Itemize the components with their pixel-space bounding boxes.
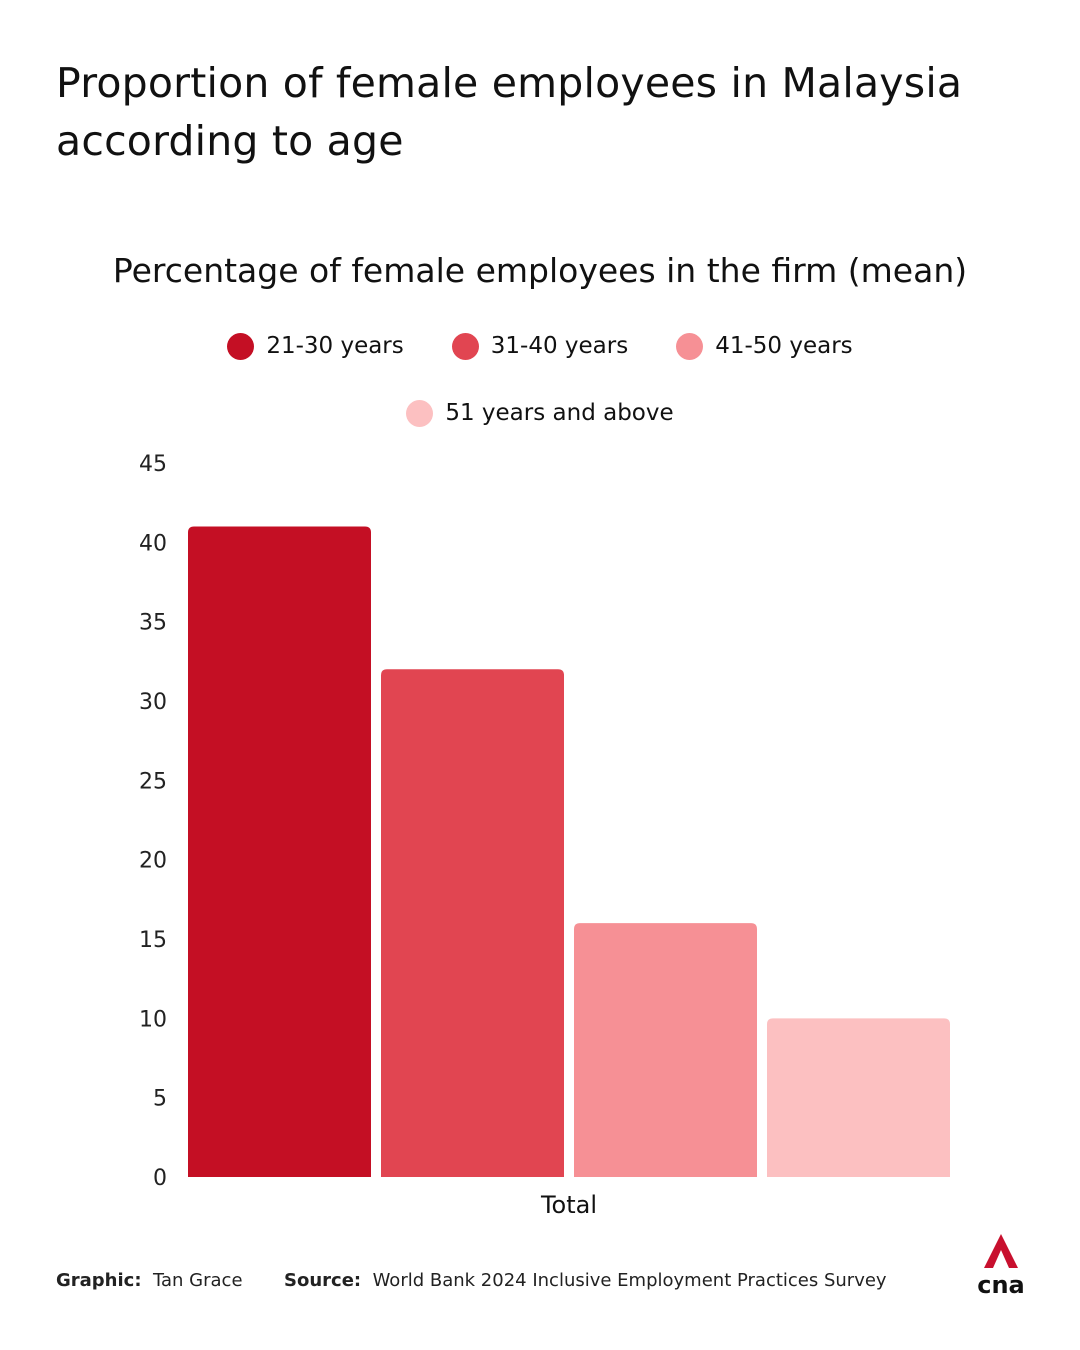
legend-item-21-30: 21-30 years <box>227 328 404 364</box>
y-tick-label: 20 <box>139 849 167 874</box>
legend-item-51-above: 51 years and above <box>406 395 674 431</box>
legend-label-41-50: 41-50 years <box>715 333 853 359</box>
legend-row-2: 51 years and above <box>0 395 1080 431</box>
bar-31-40-years <box>381 669 564 1177</box>
legend-label-51-above: 51 years and above <box>445 400 674 426</box>
legend-item-31-40: 31-40 years <box>451 328 629 364</box>
y-tick-label: 30 <box>139 690 167 715</box>
graphic-label: Graphic: <box>56 1270 142 1291</box>
legend-label-31-40: 31-40 years <box>490 333 629 359</box>
legend: 21-30 years 31-40 years 41-50 years <box>0 328 1080 364</box>
chart-subtitle: Percentage of female employees in the fi… <box>112 251 968 290</box>
cna-logo-icon: cna <box>974 1232 1028 1299</box>
legend-label-21-30: 21-30 years <box>266 333 404 359</box>
logo-text: cna <box>977 1271 1025 1296</box>
legend-swatch-31-40 <box>451 332 479 360</box>
bar-21-30-years <box>188 526 371 1177</box>
y-tick-label: 10 <box>139 1007 167 1032</box>
graphic-credit: Tan Grace <box>153 1270 243 1291</box>
y-tick-label: 35 <box>139 611 167 636</box>
footer: Graphic: Tan Grace Source: World Bank 20… <box>56 1268 887 1294</box>
y-tick-label: 40 <box>139 531 167 556</box>
y-tick-label: 25 <box>139 769 167 794</box>
y-tick-label: 5 <box>153 1087 167 1112</box>
chart-title: Proportion of female employees in Malays… <box>56 59 963 165</box>
legend-item-41-50: 41-50 years <box>676 328 853 364</box>
y-tick-label: 15 <box>139 928 167 953</box>
bar-chart: 0 5 10 15 20 25 30 35 40 45 Total <box>139 452 950 1219</box>
y-tick-label: 45 <box>139 452 167 477</box>
x-category-label: Total <box>540 1191 597 1219</box>
legend-swatch-51-above <box>406 399 434 427</box>
legend-swatch-41-50 <box>676 332 704 360</box>
y-tick-label: 0 <box>153 1166 167 1191</box>
bar-41-50-years <box>574 923 757 1177</box>
legend-swatch-21-30 <box>227 332 255 360</box>
source-label: Source: <box>284 1270 362 1291</box>
source-credit: World Bank 2024 Inclusive Employment Pra… <box>372 1270 887 1291</box>
bar-51-years-and-above <box>767 1018 950 1177</box>
